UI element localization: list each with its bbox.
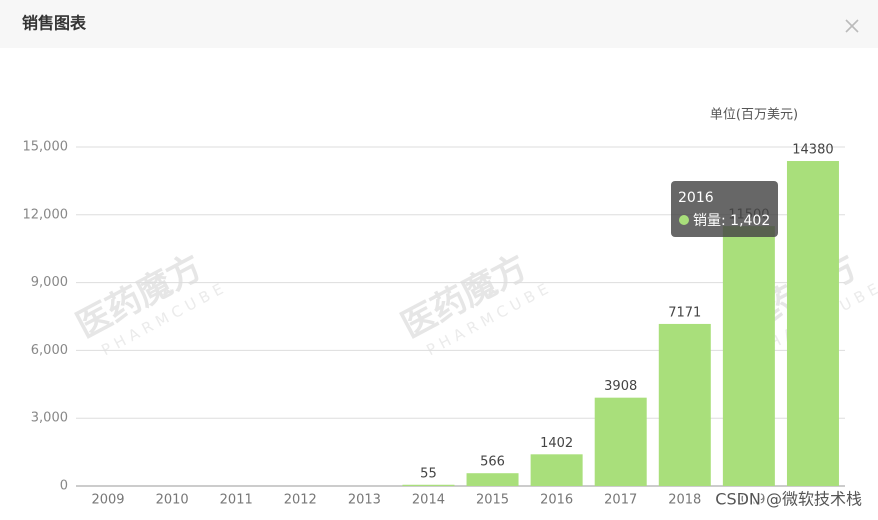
x-tick-label: 2010 [156, 493, 189, 508]
dialog-title: 销售图表 [22, 14, 87, 33]
value-label: 1402 [540, 436, 573, 451]
x-tick-label: 2012 [284, 493, 317, 508]
tooltip-box [671, 181, 778, 237]
y-tick-label: 6,000 [31, 343, 68, 358]
x-tick-label: 2013 [348, 493, 381, 508]
x-tick-label: 2019 [732, 493, 765, 508]
tooltip-title: 2016 [678, 190, 714, 206]
x-tick-label: 2017 [604, 493, 637, 508]
y-tick-label: 15,000 [23, 140, 69, 155]
tooltip-dot [679, 215, 689, 225]
x-tick-label: 2020 [796, 493, 829, 508]
bar [466, 473, 519, 486]
close-button[interactable] [845, 19, 859, 33]
bar [786, 161, 839, 486]
tooltip: 2016 销量: 1,402 [671, 181, 778, 237]
y-tick-label: 3,000 [31, 411, 68, 426]
bar [722, 226, 775, 486]
x-tick-label: 2014 [412, 493, 445, 508]
x-tick-label: 2016 [540, 493, 573, 508]
value-label: 3908 [604, 379, 637, 394]
bar [658, 323, 711, 486]
tooltip-text: 销量: 1,402 [693, 213, 770, 229]
source-watermark: CSDN @微软技术栈 [715, 490, 862, 509]
y-tick-label: 12,000 [23, 207, 69, 222]
dialog-header [0, 0, 878, 48]
x-tick-label: 2009 [91, 493, 124, 508]
unit-label: 单位(百万美元) [710, 108, 798, 123]
value-label: 7171 [668, 305, 701, 320]
value-label: 566 [480, 455, 505, 470]
value-label: 55 [420, 466, 437, 481]
value-label: 14380 [792, 143, 833, 158]
bar [402, 484, 455, 486]
x-tick-label: 2018 [668, 493, 701, 508]
y-tick-label: 9,000 [31, 275, 68, 290]
bar [594, 397, 647, 486]
bar [530, 454, 583, 486]
x-tick-label: 2011 [220, 493, 253, 508]
x-tick-label: 2015 [476, 493, 509, 508]
y-tick-label: 0 [60, 479, 68, 494]
plot: 0 3,000 6,000 9,000 12,000 15,000 2009 2010 2011… [23, 140, 845, 508]
